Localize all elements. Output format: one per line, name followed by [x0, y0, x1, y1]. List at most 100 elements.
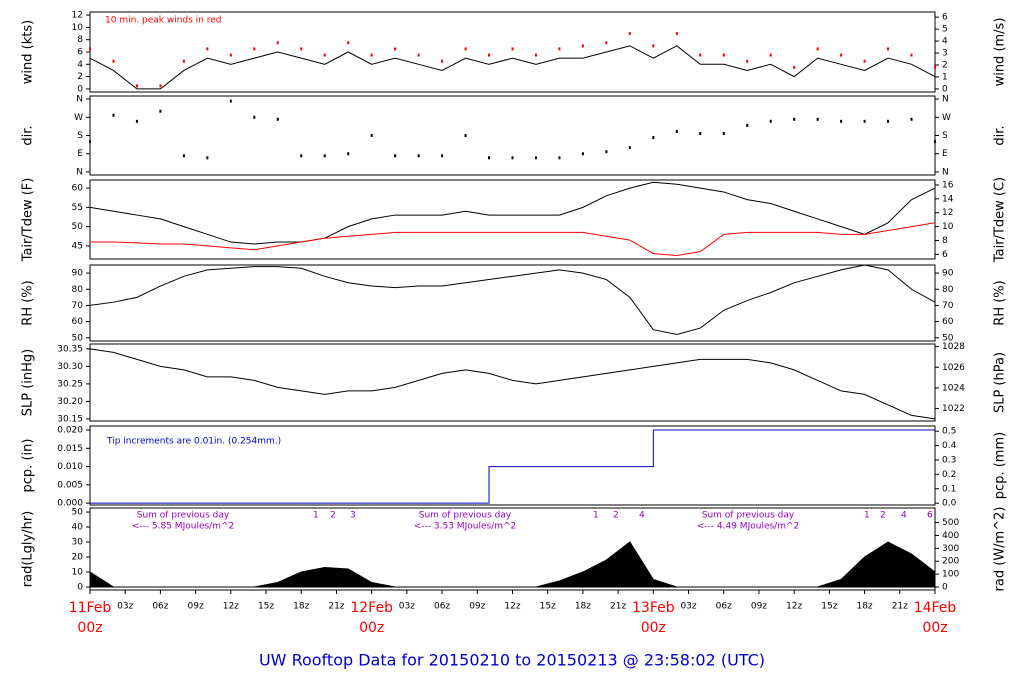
y-tick-label: 70 — [72, 301, 84, 311]
y2-tick-label: E — [942, 149, 948, 159]
y2-tick-label: 0.3 — [942, 455, 956, 465]
x-tick-label: 06z — [434, 602, 450, 612]
x-tick-label: 15z — [258, 602, 274, 612]
x-tick-label: 09z — [188, 602, 204, 612]
y2-tick-label: W — [942, 113, 951, 123]
y-tick-label: N — [76, 95, 83, 105]
x-tick-label: 21z — [610, 602, 626, 612]
x-tick-label: 12z — [786, 602, 802, 612]
data-point — [887, 119, 890, 123]
line-series — [90, 222, 936, 257]
data-point — [300, 154, 303, 158]
y-tick-label: 60 — [72, 317, 84, 327]
x-tick-label: 15z — [821, 602, 837, 612]
y-tick-label: 60 — [72, 184, 84, 194]
y-tick-label: 40 — [72, 523, 84, 533]
annotation: <--- 4.49 MJoules/m^2 — [697, 522, 799, 532]
data-point — [276, 117, 279, 121]
y2-tick-label: 70 — [942, 301, 954, 311]
y2-tick-label: 12 — [942, 208, 953, 218]
y2-axis-label: RH (%) — [993, 280, 1008, 325]
y-tick-label: 30 — [72, 538, 84, 548]
data-point — [323, 53, 326, 57]
y2-tick-label: 14 — [942, 194, 954, 204]
data-point — [276, 41, 279, 45]
y-tick-label: 10 — [72, 23, 84, 33]
data-point — [112, 113, 115, 117]
y2-axis-label: rad (W/m^2) — [993, 507, 1008, 592]
data-point — [558, 156, 561, 160]
annotation: Sum of previous day — [137, 511, 230, 521]
data-point — [793, 65, 796, 69]
y-tick-label: 30.15 — [57, 414, 83, 424]
x-tick-label: 09z — [751, 602, 767, 612]
y-tick-label: 0.015 — [57, 444, 83, 454]
annotation: <--- 5.85 MJoules/m^2 — [132, 522, 234, 532]
x-tick-label: 00z — [641, 620, 666, 636]
data-point — [464, 47, 467, 51]
x-tick-label: 18z — [856, 602, 872, 612]
data-point — [511, 156, 514, 160]
y-tick-label: W — [74, 113, 83, 123]
data-point — [769, 119, 772, 123]
data-point — [816, 117, 819, 121]
y-tick-label: 12 — [72, 11, 83, 21]
y2-axis-label: dir. — [993, 125, 1008, 145]
y2-tick-label: 60 — [942, 317, 954, 327]
data-point — [370, 134, 373, 137]
annotation: 4 — [639, 511, 645, 521]
data-point — [370, 53, 373, 57]
data-point — [182, 59, 185, 63]
x-tick-label: 00z — [922, 620, 947, 636]
x-date-label: 13Feb — [632, 600, 675, 616]
data-point — [652, 44, 655, 48]
y2-tick-label: 0 — [942, 84, 948, 94]
annotation: 2 — [880, 511, 886, 521]
data-point — [182, 154, 185, 158]
y-tick-label: 10 — [72, 568, 84, 578]
y2-tick-label: 400 — [942, 531, 959, 541]
y-tick-label: 0.010 — [57, 462, 83, 472]
y-tick-label: 20 — [72, 553, 84, 563]
data-point — [722, 53, 725, 57]
data-point — [135, 84, 138, 88]
data-point — [253, 47, 256, 51]
y-tick-label: 80 — [72, 285, 84, 295]
y2-tick-label: S — [942, 131, 948, 141]
annotation: <--- 3.53 MJoules/m^2 — [414, 522, 516, 532]
y2-tick-label: 0.4 — [942, 441, 957, 451]
y-tick-label: 90 — [72, 269, 84, 279]
annotation: Tip increments are 0.01in. (0.254mm.) — [106, 437, 281, 447]
y2-tick-label: 0.1 — [942, 484, 956, 494]
data-point — [394, 154, 397, 158]
y-axis-label: wind (kts) — [21, 20, 36, 84]
data-point — [488, 53, 491, 57]
data-point — [699, 53, 702, 57]
data-point — [675, 32, 678, 36]
data-point — [840, 53, 843, 57]
y2-tick-label: 10 — [942, 222, 954, 232]
y-tick-label: 50 — [72, 333, 84, 343]
data-point — [488, 156, 491, 160]
data-point — [417, 154, 420, 158]
annotation: 1 — [593, 511, 599, 521]
data-point — [441, 154, 444, 158]
data-point — [159, 84, 162, 88]
y-tick-label: 2 — [77, 72, 83, 82]
y-tick-label: 8 — [77, 35, 83, 45]
data-point — [441, 59, 444, 63]
y-tick-label: 30.35 — [57, 344, 83, 354]
x-date-label: 12Feb — [350, 600, 393, 616]
data-point — [746, 59, 749, 63]
panel-frame — [89, 425, 936, 506]
y2-tick-label: 200 — [942, 557, 959, 567]
x-tick-label: 00z — [77, 620, 102, 636]
y-tick-label: 55 — [72, 203, 83, 213]
data-point — [581, 152, 584, 156]
data-point — [135, 119, 138, 123]
y-tick-label: 30.25 — [57, 379, 83, 389]
data-point — [206, 47, 209, 51]
x-tick-label: 15z — [540, 602, 556, 612]
data-point — [229, 53, 232, 57]
annotation: 10 min. peak winds in red — [105, 16, 222, 26]
